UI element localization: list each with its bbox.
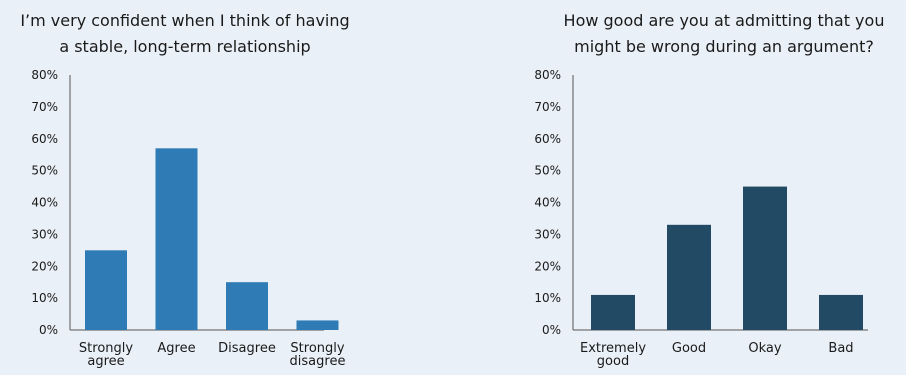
chart-2-y-tick-label: 20% (534, 259, 561, 273)
chart-2-y-tick-label: 0% (542, 323, 561, 337)
chart-2-category-label: Good (672, 341, 706, 356)
chart-1-y-tick-label: 30% (31, 227, 58, 241)
chart-2-y-tick-label: 30% (534, 227, 561, 241)
chart-1-y-tick-label: 20% (31, 259, 58, 273)
chart-2-bar (819, 294, 863, 330)
chart-2-y-tick-label: 70% (534, 100, 561, 114)
chart-1-category-label: Strongly (79, 341, 133, 356)
chart-1-title-line-1: I’m very confident when I think of havin… (20, 11, 349, 30)
chart-1-y-tick-label: 80% (31, 68, 58, 82)
chart-1-y-tick-label: 50% (31, 164, 58, 178)
chart-2-y-tick-label: 50% (534, 164, 561, 178)
chart-2-title-line-2: might be wrong during an argument? (574, 37, 874, 56)
chart-1-y-tick-label: 70% (31, 100, 58, 114)
chart-1-category-label: Strongly (290, 341, 344, 356)
chart-2-y-tick-label: 40% (534, 196, 561, 210)
chart-1-category-label: agree (87, 354, 124, 369)
chart-1-category-label: disagree (290, 354, 346, 369)
chart-1-bar (226, 282, 268, 330)
chart-1-y-tick-label: 0% (39, 323, 58, 337)
chart-2-bar (743, 186, 787, 330)
chart-1-bar (155, 148, 198, 330)
chart-1-title-line-2: a stable, long-term relationship (59, 37, 310, 56)
chart-1-bar (296, 320, 339, 330)
chart-1-bar (85, 250, 127, 330)
chart-1-category-label: Agree (157, 341, 195, 356)
chart-2-category-label: good (597, 354, 629, 369)
chart-2-category-label: Bad (828, 341, 853, 356)
chart-2-y-tick-label: 80% (534, 68, 561, 82)
chart-2-category-label: Okay (748, 341, 781, 356)
chart-2-y-tick-label: 10% (534, 291, 561, 305)
chart-2-category-label: Extremely (580, 341, 646, 356)
chart-2-bar (591, 294, 635, 330)
chart-2-bar (667, 224, 711, 330)
chart-1-y-tick-label: 60% (31, 132, 58, 146)
chart-1-y-tick-label: 10% (31, 291, 58, 305)
chart-2-y-tick-label: 60% (534, 132, 561, 146)
chart-1-y-tick-label: 40% (31, 196, 58, 210)
chart-2-title-line-1: How good are you at admitting that you (564, 11, 885, 30)
chart-1-category-label: Disagree (218, 341, 276, 356)
